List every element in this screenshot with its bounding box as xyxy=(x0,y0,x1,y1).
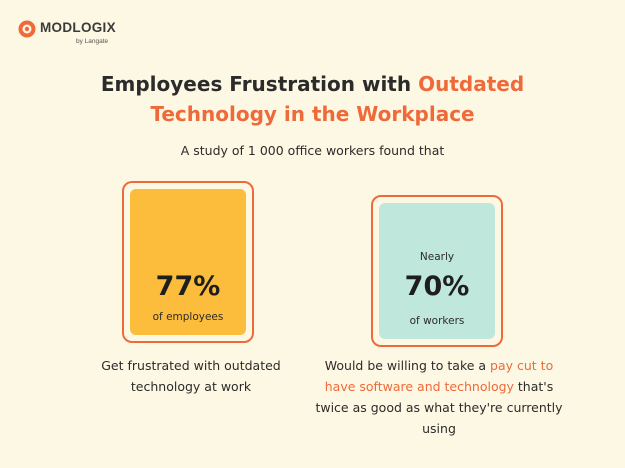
title-part-1: Employees Frustration with xyxy=(100,72,419,96)
modlogix-logo-icon xyxy=(18,20,36,38)
brand-name: MODLOGIX xyxy=(40,20,116,35)
stat-label: of workers xyxy=(409,315,465,327)
description-text: Get frustrated with outdated technology … xyxy=(101,358,281,394)
description-text: Would be willing to take a xyxy=(324,358,491,373)
stat-value: 77% xyxy=(155,271,221,302)
title-highlight-line-2: Technology in the Workplace xyxy=(150,102,475,126)
description-highlight: pay cut to have software and technology xyxy=(324,358,554,394)
stat-pre-label: Nearly xyxy=(419,251,455,263)
description-text-end: that's twice as good as what they're cur… xyxy=(315,379,563,436)
stat-label: of employees xyxy=(152,311,224,323)
stat-card-fill: 77% of employees xyxy=(130,189,246,335)
study-subtitle: A study of 1 000 office workers found th… xyxy=(180,143,445,158)
stat-value: 70% xyxy=(404,271,470,302)
page-title: Employees Frustration with Outdated Tech… xyxy=(0,69,625,129)
title-highlight: Outdated xyxy=(418,72,525,96)
brand-logo: MODLOGIX by Langate xyxy=(18,18,138,48)
stat-description-employees: Get frustrated with outdated technology … xyxy=(75,355,307,397)
stat-card-employees: 77% of employees xyxy=(122,181,254,343)
stat-card-fill: Nearly 70% of workers xyxy=(379,203,495,339)
stat-card-workers: Nearly 70% of workers xyxy=(371,195,503,347)
brand-tagline: by Langate xyxy=(76,38,109,45)
stat-description-workers: Would be willing to take a pay cut to ha… xyxy=(312,355,566,439)
